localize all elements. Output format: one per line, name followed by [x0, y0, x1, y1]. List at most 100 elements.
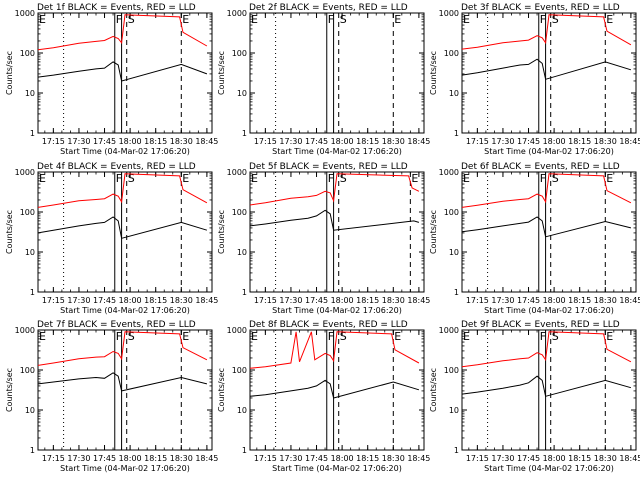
- panel-7-y-axis-label: Counts/sec: [5, 368, 14, 412]
- panel-5-x-axis-label: Start Time (04-Mar-02 17:06:20): [272, 306, 402, 315]
- panel-2-marker-label: F: [328, 13, 334, 26]
- panel-5-marker-label: E: [251, 172, 258, 185]
- panel-5-x-tick-label: 18:00: [331, 296, 354, 305]
- panel-3-marker-label: E: [606, 13, 613, 26]
- panel-6-marker-label: F: [540, 172, 546, 185]
- panel-1-title: Det 1f BLACK = Events, RED = LLD: [37, 3, 196, 13]
- panel-5-frame: [249, 171, 425, 293]
- panel-2-x-tick-label: 18:45: [407, 137, 430, 146]
- panel-5-y-tick-label: 100: [232, 208, 247, 217]
- panel-2-y-tick-label: 1: [242, 129, 247, 138]
- panel-1-series-events: [37, 61, 208, 82]
- panel-2-x-tick-label: 18:00: [331, 137, 354, 146]
- panel-6-x-tick-label: 18:30: [594, 296, 617, 305]
- panel-5-title: Det 5f BLACK = Events, RED = LLD: [249, 162, 408, 172]
- panel-3-y-tick-label: 1: [454, 129, 459, 138]
- panel-5-x-tick-label: 18:45: [407, 296, 430, 305]
- panel-7-x-tick-label: 18:00: [119, 454, 142, 463]
- panel-3-y-tick-label: 100: [444, 49, 459, 58]
- panel-3-title: Det 3f BLACK = Events, RED = LLD: [461, 3, 620, 13]
- panel-3-x-tick-label: 18:15: [568, 137, 591, 146]
- panel-1-marker-label: E: [182, 13, 189, 26]
- panel-3-x-tick-label: 17:15: [466, 137, 489, 146]
- panel-2-marker-label: E: [394, 13, 401, 26]
- panel-7-series-lld: [37, 331, 208, 366]
- panel-7-marker-label: E: [39, 330, 46, 343]
- panel-5-y-tick-label: 1000: [227, 168, 247, 177]
- panel-9-y-tick-label: 100: [444, 366, 459, 375]
- panel-2-x-tick-label: 18:30: [382, 137, 405, 146]
- panel-6-marker-label: E: [463, 172, 470, 185]
- panel-3-marker-label: E: [463, 13, 470, 26]
- panel-5-series-events: [249, 209, 420, 231]
- panel-9-y-tick-label: 1000: [439, 326, 459, 335]
- panel-9-x-tick-label: 17:30: [491, 454, 514, 463]
- panel-4-x-tick-label: 17:30: [67, 296, 90, 305]
- panel-8-x-tick-label: 18:30: [382, 454, 405, 463]
- panel-8-x-tick-label: 18:00: [331, 454, 354, 463]
- panel-1-series-lld: [37, 14, 208, 51]
- panel-9-x-tick-label: 17:15: [466, 454, 489, 463]
- panel-1-x-tick-label: 18:45: [195, 137, 218, 146]
- panel-4-y-tick-label: 1000: [15, 168, 35, 177]
- panel-7-y-tick-label: 100: [20, 366, 35, 375]
- panel-1-y-axis-label: Counts/sec: [5, 51, 14, 95]
- panel-2-x-tick-label: 17:30: [279, 137, 302, 146]
- panel-3-y-tick-label: 1000: [439, 9, 459, 18]
- panel-8-y-axis-label: Counts/sec: [217, 368, 226, 412]
- panel-3-x-tick-label: 17:30: [491, 137, 514, 146]
- panel-4-marker-label: E: [39, 172, 46, 185]
- panel-9-marker-label: E: [463, 330, 470, 343]
- panel-7-y-tick-label: 1000: [15, 326, 35, 335]
- panel-7-x-axis-label: Start Time (04-Mar-02 17:06:20): [60, 464, 190, 473]
- panel-9-marker-label: F: [540, 330, 546, 343]
- panel-3-x-tick-label: 18:45: [619, 137, 640, 146]
- panel-9-y-tick-label: 10: [449, 406, 459, 415]
- panel-8-y-tick-label: 100: [232, 366, 247, 375]
- panel-4-x-axis-label: Start Time (04-Mar-02 17:06:20): [60, 306, 190, 315]
- panel-8-marker-label: E: [251, 330, 258, 343]
- panel-5-x-tick-label: 17:45: [305, 296, 328, 305]
- panel-4-x-tick-label: 18:00: [119, 296, 142, 305]
- panel-4-series-lld: [37, 173, 208, 208]
- panel-3-x-axis-label: Start Time (04-Mar-02 17:06:20): [484, 147, 614, 156]
- panel-8-marker-label: F: [328, 330, 334, 343]
- panel-7-title: Det 7f BLACK = Events, RED = LLD: [37, 320, 196, 330]
- panel-7-marker-label: F: [116, 330, 122, 343]
- panel-5-marker-label: F: [328, 172, 334, 185]
- panel-4-marker-label: E: [182, 172, 189, 185]
- panel-7-x-tick-label: 17:15: [42, 454, 65, 463]
- panel-9-series-events: [461, 375, 632, 397]
- panel-8-series-lld: [249, 331, 420, 369]
- panel-8-title: Det 8f BLACK = Events, RED = LLD: [249, 320, 408, 330]
- panel-2-y-tick-label: 1000: [227, 9, 247, 18]
- panel-4-x-tick-label: 18:30: [170, 296, 193, 305]
- panel-7-y-tick-label: 1: [30, 446, 35, 455]
- panel-1-y-tick-label: 100: [20, 49, 35, 58]
- panel-1-x-tick-label: 17:30: [67, 137, 90, 146]
- panel-7-x-tick-label: 18:15: [144, 454, 167, 463]
- panel-1-marker-label: S: [128, 13, 135, 26]
- panel-1-x-tick-label: 18:30: [170, 137, 193, 146]
- panel-5-y-tick-label: 10: [237, 248, 247, 257]
- panel-8-frame: [249, 329, 425, 451]
- panel-6-x-tick-label: 18:00: [543, 296, 566, 305]
- panel-1-x-tick-label: 17:15: [42, 137, 65, 146]
- panel-7-x-tick-label: 18:30: [170, 454, 193, 463]
- panel-6-series-events: [461, 216, 632, 238]
- panel-4-y-axis-label: Counts/sec: [5, 210, 14, 254]
- panel-4-y-tick-label: 100: [20, 208, 35, 217]
- panel-3-marker-label: F: [540, 13, 546, 26]
- panel-6-y-tick-label: 1000: [439, 168, 459, 177]
- panel-2-frame: [249, 12, 425, 134]
- panel-2-x-tick-label: 17:45: [305, 137, 328, 146]
- panel-4-frame: [37, 171, 213, 293]
- panel-9-y-axis-label: Counts/sec: [429, 368, 438, 412]
- panel-9-marker-label: E: [606, 330, 613, 343]
- panel-6-y-tick-label: 10: [449, 248, 459, 257]
- panel-6-marker-label: E: [606, 172, 613, 185]
- panel-8-x-tick-label: 18:15: [356, 454, 379, 463]
- panel-3-series-events: [461, 58, 632, 80]
